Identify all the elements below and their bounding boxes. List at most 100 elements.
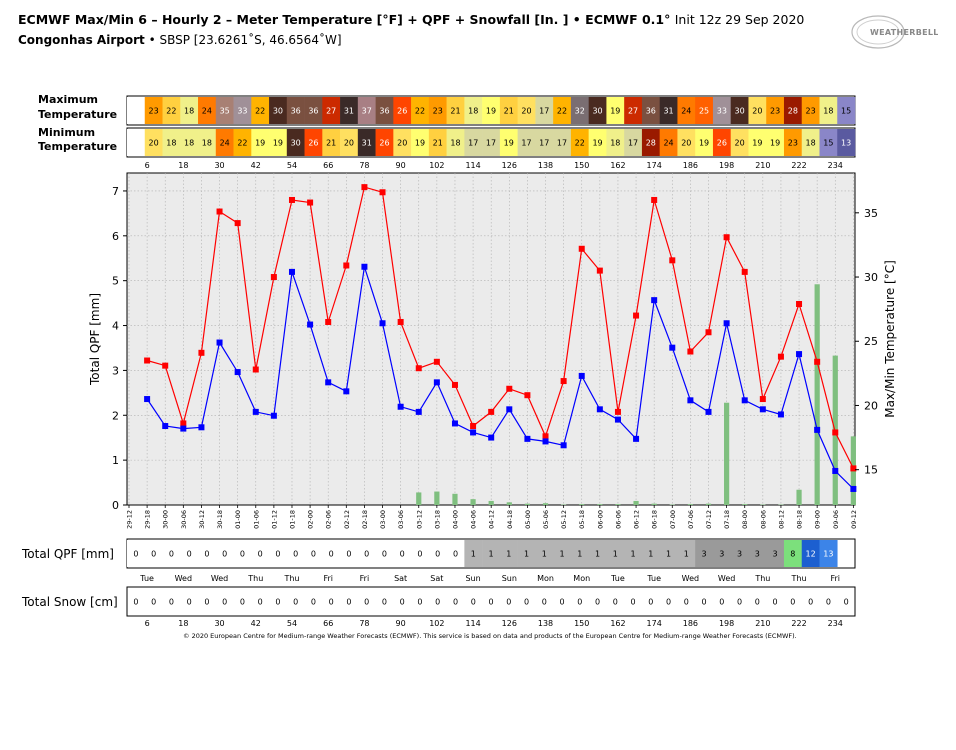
snow-row-label: Total Snow [cm] xyxy=(21,595,118,609)
x-tick-label: 03-00 xyxy=(379,510,387,529)
max-temp-cell xyxy=(286,97,305,124)
day-label: Thu xyxy=(283,574,299,583)
max-temp-cell-value: 33 xyxy=(717,107,727,116)
qpf-cell xyxy=(251,540,270,567)
hour-tick-label: 78 xyxy=(359,161,369,170)
hour-tick-label: 138 xyxy=(538,619,553,628)
qpf-cell-value: 3 xyxy=(702,550,707,559)
hour-tick-label: 30 xyxy=(214,619,224,628)
x-tick-label: 04-00 xyxy=(451,510,459,529)
min-temp-cell-value: 19 xyxy=(770,139,780,148)
max-temp-cell xyxy=(464,97,483,124)
min-temp-line xyxy=(146,266,854,490)
min-temp-cell-value: 18 xyxy=(450,139,460,148)
x-tick-label: 08-00 xyxy=(741,510,749,529)
max-temp-cell-value: 22 xyxy=(415,107,425,116)
qpf-bar xyxy=(705,503,712,505)
max-temp-cell-value: 19 xyxy=(486,107,496,116)
x-tick-label: 30-18 xyxy=(216,510,224,529)
snow-cell-value: 0 xyxy=(222,598,227,607)
min-temp-cell-value: 19 xyxy=(255,139,265,148)
max-temp-point xyxy=(687,348,694,355)
min-temp-point xyxy=(723,320,730,327)
day-label: Wed xyxy=(175,574,192,583)
max-temp-cell-value: 19 xyxy=(610,107,620,116)
max-temp-cell xyxy=(801,97,820,124)
min-temp-point xyxy=(759,406,766,413)
min-temp-point xyxy=(307,321,314,328)
snow-row-frame xyxy=(126,586,856,617)
hour-tick-label: 66 xyxy=(323,161,333,170)
qpf-cell xyxy=(357,540,376,567)
min-temp-cell-value: 18 xyxy=(202,139,212,148)
max-temp-point xyxy=(270,274,277,281)
y-tick-label: 7 xyxy=(112,185,119,198)
hour-tick-label: 54 xyxy=(287,161,297,170)
max-temp-cell xyxy=(180,97,199,124)
max-temp-point xyxy=(379,189,386,196)
qpf-cell xyxy=(215,540,234,567)
min-temp-cell xyxy=(127,129,146,156)
qpf-cell-value: 0 xyxy=(258,550,263,559)
hour-tick-label: 102 xyxy=(429,619,444,628)
x-tick-label: 05-18 xyxy=(578,510,586,529)
min-temp-cell xyxy=(233,129,252,156)
x-tick-label: 06-00 xyxy=(596,510,604,529)
max-temp-point xyxy=(542,433,549,440)
qpf-bar xyxy=(814,284,820,505)
qpf-cell xyxy=(322,540,341,567)
y2-tick-label: 30 xyxy=(864,271,878,284)
max-temp-cell-value: 23 xyxy=(149,107,159,116)
max-temp-cell xyxy=(499,97,518,124)
snow-cell-value: 0 xyxy=(169,598,174,607)
max-temp-cell xyxy=(162,97,181,124)
qpf-cell-value: 3 xyxy=(755,550,760,559)
min-temp-point xyxy=(180,425,187,432)
min-temp-cell-value: 18 xyxy=(184,139,194,148)
max-temp-point xyxy=(252,366,259,373)
snow-cell-value: 0 xyxy=(258,598,263,607)
max-temp-point xyxy=(560,378,567,385)
hour-tick-label: 150 xyxy=(574,619,589,628)
max-temp-cell xyxy=(251,97,270,124)
hour-tick-label: 174 xyxy=(647,619,662,628)
hour-tick-label: 222 xyxy=(791,619,806,628)
x-tick-label: 01-06 xyxy=(252,510,260,529)
max-temp-cell-value: 35 xyxy=(220,107,230,116)
snow-cell-value: 0 xyxy=(719,598,724,607)
day-label: Tue xyxy=(610,574,625,583)
max-temp-cell xyxy=(411,97,430,124)
snow-cell-value: 0 xyxy=(151,598,156,607)
min-temp-point xyxy=(361,263,368,270)
day-label: Fri xyxy=(831,574,841,583)
max-temp-cell xyxy=(535,97,554,124)
max-temp-cell-value: 30 xyxy=(592,107,602,116)
hour-tick-label: 90 xyxy=(396,619,406,628)
hour-tick-label: 234 xyxy=(828,161,843,170)
qpf-cell-value: 0 xyxy=(435,550,440,559)
x-tick-label: 07-06 xyxy=(687,510,695,529)
min-temp-cell xyxy=(198,129,217,156)
y2-tick-label: 20 xyxy=(864,399,878,412)
min-temp-cell-value: 20 xyxy=(149,139,159,148)
y-tick-label: 5 xyxy=(112,275,119,288)
max-temp-point xyxy=(216,208,223,215)
copyright-notice: © 2020 European Centre for Medium-range … xyxy=(183,632,797,640)
hour-tick-label: 42 xyxy=(251,161,261,170)
max-temp-point xyxy=(741,268,748,275)
qpf-bar xyxy=(796,489,802,505)
max-temp-point xyxy=(144,357,151,364)
min-temp-cell-value: 17 xyxy=(468,139,478,148)
min-temp-cell xyxy=(819,129,838,156)
max-temp-cell xyxy=(730,97,749,124)
y-tick-label: 6 xyxy=(112,230,119,243)
min-temp-cell xyxy=(180,129,199,156)
y-tick-label: 2 xyxy=(112,409,119,422)
min-temp-cell xyxy=(482,129,501,156)
max-temp-point xyxy=(288,196,295,203)
snow-cell-value: 0 xyxy=(311,598,316,607)
qpf-cell-value: 0 xyxy=(400,550,405,559)
y-tick-label: 4 xyxy=(112,320,119,333)
hour-tick-label: 210 xyxy=(755,619,770,628)
x-tick-label: 04-12 xyxy=(488,510,496,529)
